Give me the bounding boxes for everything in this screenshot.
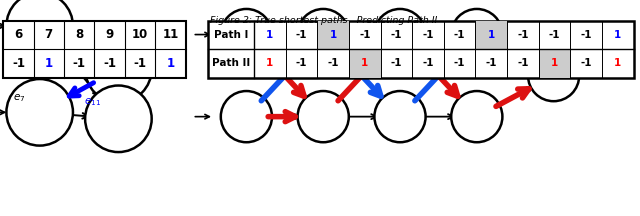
FancyArrowPatch shape: [422, 32, 453, 37]
Text: 1: 1: [266, 59, 273, 68]
Text: 1: 1: [361, 59, 369, 68]
Ellipse shape: [451, 91, 502, 142]
Text: -1: -1: [328, 59, 339, 68]
FancyArrowPatch shape: [58, 48, 99, 95]
Text: -1: -1: [422, 59, 434, 68]
FancyArrowPatch shape: [195, 114, 209, 119]
Text: -1: -1: [517, 59, 529, 68]
Text: $e_{10}$: $e_{10}$: [84, 29, 101, 40]
Text: -1: -1: [454, 30, 465, 40]
FancyArrowPatch shape: [261, 51, 304, 96]
Text: $e_{11}$: $e_{11}$: [84, 97, 101, 108]
Text: 11: 11: [163, 28, 179, 41]
Text: -1: -1: [296, 59, 307, 68]
FancyArrowPatch shape: [69, 83, 93, 96]
Text: -1: -1: [580, 30, 592, 40]
Text: -1: -1: [12, 57, 25, 70]
Ellipse shape: [298, 91, 349, 142]
FancyArrowPatch shape: [345, 32, 376, 37]
Text: -1: -1: [359, 30, 371, 40]
FancyArrowPatch shape: [268, 30, 295, 40]
Text: -1: -1: [134, 57, 147, 70]
FancyArrowPatch shape: [345, 114, 376, 119]
Text: 7: 7: [45, 28, 53, 41]
Ellipse shape: [6, 79, 73, 146]
Text: $e_8$: $e_8$: [19, 52, 32, 64]
Bar: [349, 49, 381, 78]
Text: -1: -1: [548, 30, 560, 40]
FancyArrowPatch shape: [415, 51, 458, 96]
Text: -1: -1: [422, 30, 434, 40]
Ellipse shape: [221, 91, 272, 142]
Text: Path I: Path I: [214, 30, 248, 40]
Text: -1: -1: [454, 59, 465, 68]
Text: -1: -1: [73, 57, 86, 70]
Ellipse shape: [221, 9, 272, 60]
Ellipse shape: [528, 50, 579, 101]
FancyArrowPatch shape: [496, 45, 532, 64]
Ellipse shape: [374, 9, 426, 60]
FancyArrowPatch shape: [195, 32, 209, 37]
Text: -1: -1: [390, 30, 402, 40]
Text: 1: 1: [45, 57, 53, 70]
Text: 1: 1: [166, 57, 175, 70]
Text: -1: -1: [486, 59, 497, 68]
FancyArrowPatch shape: [0, 24, 4, 28]
Ellipse shape: [85, 86, 152, 152]
Ellipse shape: [6, 0, 73, 59]
Ellipse shape: [85, 36, 152, 102]
FancyArrowPatch shape: [65, 40, 92, 54]
Text: 9: 9: [106, 28, 114, 41]
Text: 1: 1: [614, 30, 621, 40]
FancyArrowPatch shape: [268, 32, 300, 37]
Text: 1: 1: [614, 59, 621, 68]
Text: 1: 1: [488, 30, 495, 40]
FancyArrowPatch shape: [338, 51, 381, 96]
Text: 1: 1: [266, 30, 273, 40]
Text: -1: -1: [296, 30, 307, 40]
Bar: [539, 49, 570, 78]
FancyArrowPatch shape: [496, 89, 529, 106]
Ellipse shape: [298, 9, 349, 60]
Bar: [3, 21, 186, 78]
FancyArrowPatch shape: [268, 112, 295, 122]
Text: 8: 8: [75, 28, 83, 41]
Bar: [476, 21, 507, 49]
FancyArrowPatch shape: [415, 55, 458, 101]
Bar: [317, 21, 349, 49]
FancyArrowPatch shape: [261, 55, 304, 101]
Text: -1: -1: [390, 59, 402, 68]
FancyArrowPatch shape: [496, 45, 529, 62]
Text: Figure 2: True shortest paths   Predicting Path II: Figure 2: True shortest paths Predicting…: [210, 16, 437, 25]
FancyArrowPatch shape: [68, 113, 88, 119]
FancyArrowPatch shape: [0, 110, 4, 114]
FancyArrowPatch shape: [496, 87, 532, 106]
FancyArrowPatch shape: [268, 114, 300, 119]
Bar: [208, 21, 634, 78]
Text: 10: 10: [132, 28, 148, 41]
Ellipse shape: [451, 9, 502, 60]
Text: $e_7$: $e_7$: [13, 92, 26, 104]
FancyArrowPatch shape: [338, 55, 381, 101]
FancyArrowPatch shape: [422, 114, 453, 119]
Text: -1: -1: [580, 59, 592, 68]
Text: -1: -1: [517, 30, 529, 40]
Text: 1: 1: [551, 59, 558, 68]
Text: 1: 1: [330, 30, 337, 40]
Text: 6: 6: [14, 28, 22, 41]
Text: Path II: Path II: [212, 59, 250, 68]
Ellipse shape: [374, 91, 426, 142]
Text: -1: -1: [103, 57, 116, 70]
